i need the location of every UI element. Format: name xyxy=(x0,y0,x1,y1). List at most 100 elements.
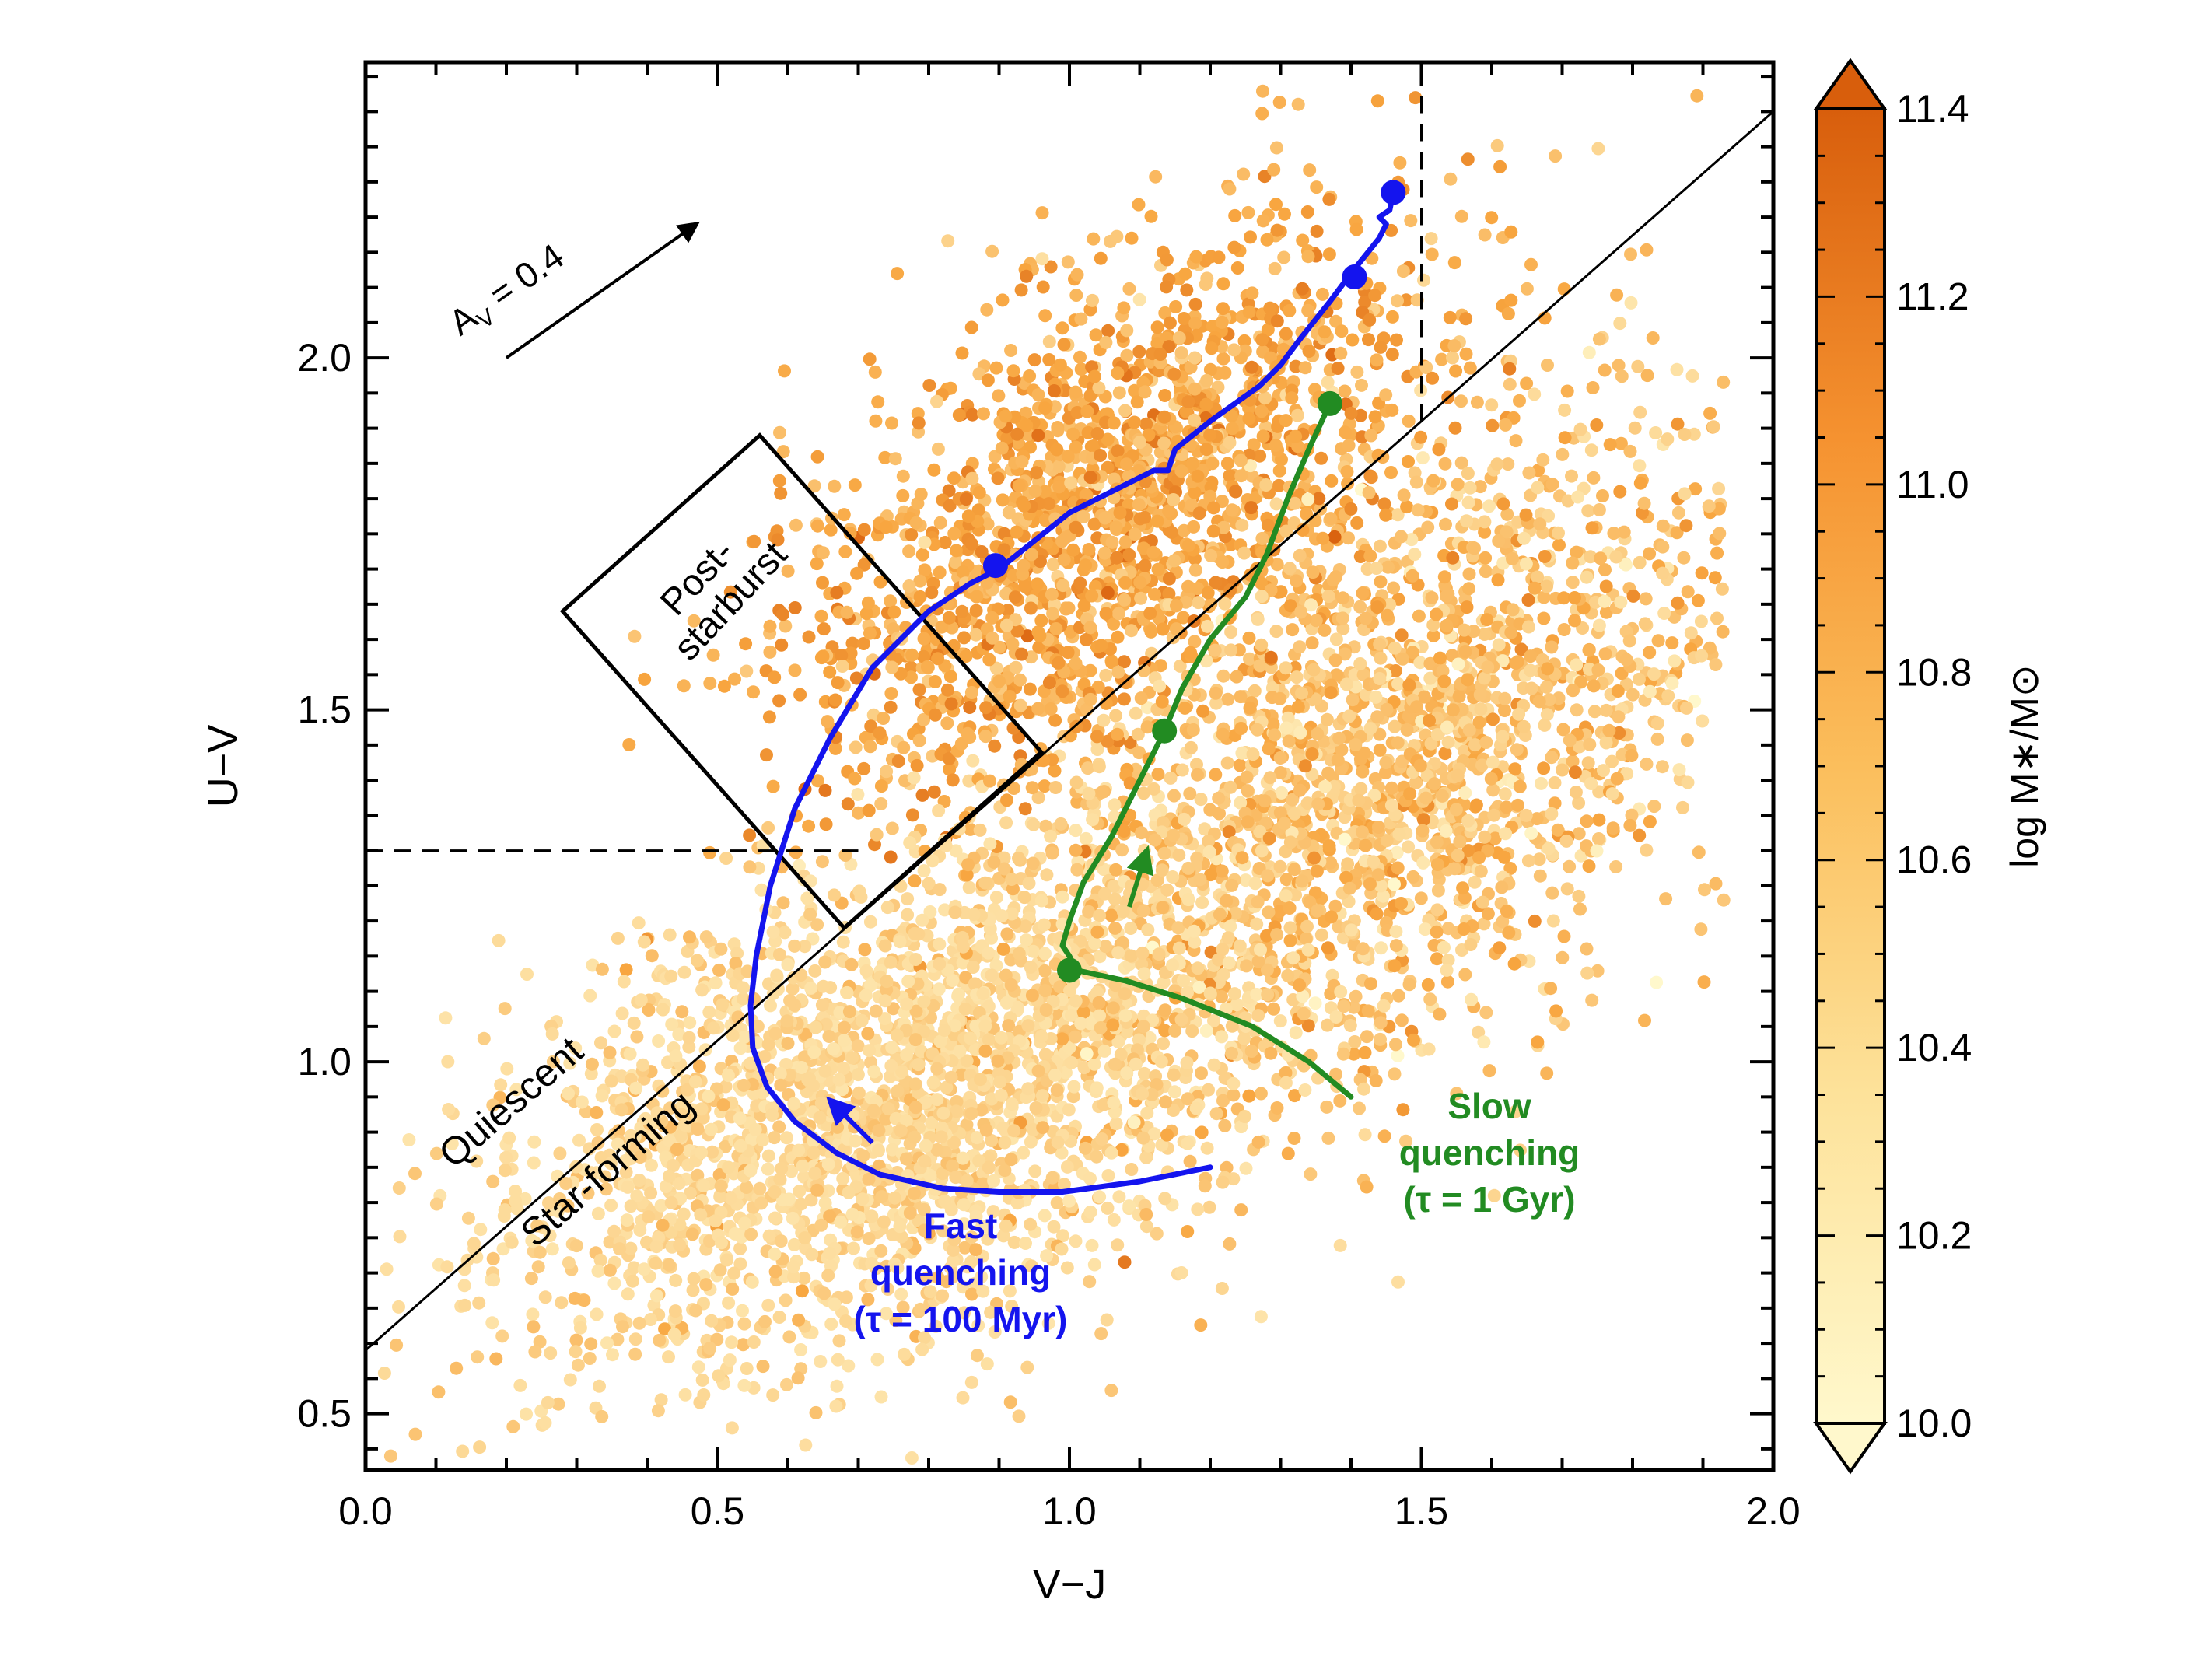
scatter-point xyxy=(1260,233,1274,247)
scatter-point xyxy=(1240,770,1254,784)
scatter-point xyxy=(928,675,942,688)
scatter-point xyxy=(1047,1220,1061,1234)
scatter-point xyxy=(1633,405,1647,419)
scatter-point xyxy=(1706,420,1720,434)
scatter-point xyxy=(1204,597,1218,611)
scatter-point xyxy=(1451,849,1465,863)
scatter-point xyxy=(1521,620,1535,634)
scatter-point xyxy=(957,1306,971,1320)
scatter-point xyxy=(687,1272,701,1286)
scatter-point xyxy=(408,1427,422,1441)
scatter-point xyxy=(1570,703,1584,717)
scatter-point xyxy=(789,518,803,532)
scatter-point xyxy=(1286,623,1300,637)
scatter-point xyxy=(932,803,946,817)
scatter-point xyxy=(848,478,862,492)
scatter-point xyxy=(821,1157,835,1171)
scatter-point xyxy=(1023,369,1037,383)
scatter-point xyxy=(1195,1125,1209,1139)
scatter-point xyxy=(1689,482,1703,496)
scatter-point xyxy=(1065,1055,1079,1069)
scatter-point xyxy=(1572,889,1586,903)
scatter-point xyxy=(988,739,1002,753)
scatter-point xyxy=(1638,1013,1651,1027)
scatter-point xyxy=(773,1066,787,1080)
scatter-point xyxy=(1000,793,1013,807)
scatter-point xyxy=(905,528,919,541)
scatter-point xyxy=(1183,1154,1197,1168)
scatter-point xyxy=(1563,859,1577,873)
scatter-point xyxy=(628,1347,642,1361)
scatter-point xyxy=(1291,97,1305,111)
scatter-point xyxy=(1459,347,1473,361)
scatter-point xyxy=(1204,548,1218,562)
scatter-point xyxy=(1218,1118,1232,1132)
scatter-point xyxy=(1333,1238,1347,1252)
scatter-point xyxy=(1353,1101,1366,1115)
scatter-point xyxy=(1461,495,1475,509)
scatter-point xyxy=(1269,625,1283,639)
scatter-point xyxy=(1462,567,1476,581)
scatter-point xyxy=(1509,656,1523,670)
scatter-point xyxy=(1314,451,1328,465)
scatter-point xyxy=(1404,214,1418,228)
scatter-point xyxy=(1325,968,1339,982)
scatter-point xyxy=(851,1068,865,1082)
scatter-point xyxy=(1270,223,1284,237)
scatter-point xyxy=(1480,613,1494,627)
scatter-point xyxy=(996,493,1010,507)
scatter-point xyxy=(1014,283,1028,297)
scatter-point xyxy=(1402,455,1415,468)
scatter-point xyxy=(658,1322,672,1336)
scatter-point xyxy=(1311,727,1325,740)
scatter-point xyxy=(1524,681,1538,695)
scatter-point xyxy=(1546,914,1560,928)
scatter-point xyxy=(723,1353,737,1367)
scatter-point xyxy=(997,851,1011,865)
scatter-point xyxy=(682,1040,696,1054)
scatter-point xyxy=(1227,1088,1241,1102)
scatter-point xyxy=(572,1133,586,1147)
scatter-point xyxy=(677,679,691,693)
scatter-point xyxy=(794,1197,808,1211)
scatter-point xyxy=(915,913,929,927)
scatter-point xyxy=(1321,590,1335,604)
scatter-point xyxy=(1334,346,1348,360)
scatter-point xyxy=(1633,459,1647,473)
scatter-point xyxy=(817,979,831,993)
scatter-point xyxy=(1275,786,1289,800)
scatter-point xyxy=(1509,1104,1523,1118)
scatter-point xyxy=(722,1296,736,1310)
scatter-point xyxy=(1647,800,1661,814)
scatter-point xyxy=(1373,539,1387,553)
scatter-point xyxy=(1321,766,1335,780)
scatter-point xyxy=(1108,798,1122,812)
scatter-point xyxy=(996,293,1010,307)
scatter-point xyxy=(1521,854,1535,868)
scatter-point xyxy=(615,1006,629,1020)
scatter-point xyxy=(1120,348,1134,362)
scatter-point xyxy=(1692,845,1706,859)
scatter-point xyxy=(804,981,818,995)
scatter-point xyxy=(788,939,802,953)
scatter-point xyxy=(913,590,927,604)
scatter-point xyxy=(989,361,1003,375)
scatter-point xyxy=(1216,727,1230,741)
scatter-point xyxy=(1132,198,1146,212)
scatter-point xyxy=(1101,324,1115,338)
scatter-point xyxy=(697,1388,711,1402)
scatter-point xyxy=(1062,601,1076,615)
scatter-point xyxy=(1069,1234,1083,1248)
scatter-point xyxy=(818,783,832,797)
scatter-point xyxy=(773,425,786,439)
scatter-point xyxy=(1318,325,1332,339)
scatter-point xyxy=(712,1369,726,1383)
scatter-point xyxy=(816,546,830,560)
scatter-point xyxy=(1379,508,1393,522)
scatter-point xyxy=(877,712,891,725)
scatter-point xyxy=(1228,208,1242,222)
scatter-point xyxy=(1094,251,1108,265)
scatter-point xyxy=(1395,628,1409,642)
scatter-point xyxy=(795,1284,809,1298)
